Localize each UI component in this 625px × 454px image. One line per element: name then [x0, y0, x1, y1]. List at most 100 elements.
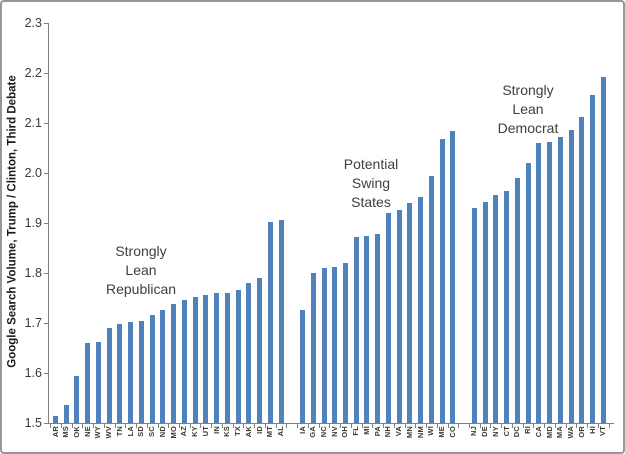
x-axis-label-ND: ND [157, 426, 167, 438]
y-axis-tick [44, 272, 48, 274]
bar-SC [149, 315, 155, 424]
annotation-line: Republican [105, 281, 177, 297]
y-axis-tick [44, 222, 48, 224]
x-axis-label-KY: KY [190, 426, 200, 437]
x-axis-label-IN: IN [211, 426, 221, 434]
y-axis-tick [44, 422, 48, 424]
x-axis-tick [372, 423, 374, 428]
bar-MD [547, 141, 553, 424]
x-axis-tick [554, 423, 556, 428]
x-axis-tick [415, 423, 417, 428]
x-axis-tick [50, 423, 52, 428]
x-axis-label-SC: SC [147, 426, 157, 437]
bar-KY [192, 296, 198, 424]
x-axis-label-NY: NY [490, 426, 500, 437]
annotation-line: Swing [351, 175, 391, 191]
bar-SD [138, 320, 144, 424]
bar-IN [214, 293, 220, 424]
x-axis-label-OH: OH [340, 426, 350, 438]
bar-MT [267, 222, 273, 424]
annotation-line: Lean [125, 262, 157, 278]
x-axis-tick [608, 423, 610, 428]
group-annotation-2: Strongly Lean Democrat [498, 81, 559, 138]
bar-NV [332, 267, 338, 424]
annotation-line: Lean [512, 101, 544, 117]
y-axis-line [48, 23, 49, 424]
bar-RI [525, 162, 531, 424]
bar-NY [493, 194, 499, 424]
x-axis-label-MD: MD [544, 426, 554, 439]
x-axis-tick [103, 423, 105, 428]
x-axis-label-KS: KS [222, 426, 232, 437]
x-axis-tick [350, 423, 352, 428]
x-axis-tick [71, 423, 73, 428]
bar-NH [385, 212, 391, 424]
bar-AL [278, 220, 284, 424]
x-axis-label-MA: MA [555, 426, 565, 439]
x-axis-tick [522, 423, 524, 428]
x-axis-label-NE: NE [82, 426, 92, 437]
x-axis-tick [533, 423, 535, 428]
x-axis-label-WV: WV [104, 426, 114, 439]
x-axis-tick [82, 423, 84, 428]
x-axis-label-NV: NV [329, 426, 339, 437]
x-axis-tick [447, 423, 449, 428]
y-axis-tick [44, 322, 48, 324]
x-axis-tick [60, 423, 62, 428]
bar-WI [428, 175, 434, 424]
x-axis-tick [211, 423, 213, 428]
annotation-line: Potential [343, 156, 399, 172]
bar-WY [95, 341, 101, 424]
bar-GA [310, 272, 316, 424]
x-axis-tick [597, 423, 599, 428]
x-axis-tick [565, 423, 567, 428]
y-axis-tick-label: 2.0 [24, 166, 42, 181]
x-axis-tick [146, 423, 148, 428]
x-axis-tick [576, 423, 578, 428]
x-axis-label-RI: RI [523, 426, 533, 434]
bar-DE [482, 201, 488, 424]
x-axis-label-SD: SD [136, 426, 146, 437]
x-axis-tick [179, 423, 180, 428]
x-axis-tick [157, 423, 159, 428]
x-axis-label-NJ: NJ [469, 426, 479, 436]
y-axis-tick-label: 2.3 [24, 16, 42, 31]
x-axis-tick [125, 423, 127, 428]
x-axis-tick [275, 423, 277, 428]
y-axis-tick [44, 372, 48, 374]
bar-CA [536, 143, 542, 424]
x-axis-label-DC: DC [512, 426, 522, 438]
bar-WA [568, 129, 574, 424]
annotation-line: Strongly [115, 243, 167, 259]
annotation-line: Democrat [497, 120, 559, 136]
x-axis-tick [383, 423, 385, 428]
bar-MN [407, 203, 413, 424]
x-axis-tick [221, 423, 223, 428]
bar-ME [439, 138, 445, 424]
bar-TX [235, 289, 241, 424]
x-axis-tick [136, 423, 138, 428]
x-axis-label-CO: CO [447, 426, 457, 438]
bar-AR [53, 415, 58, 424]
y-axis-tick-label: 1.6 [24, 366, 42, 381]
y-axis-tick [44, 22, 48, 24]
x-axis-tick [254, 423, 256, 428]
x-axis-tick [200, 423, 202, 428]
bar-WV [106, 327, 112, 424]
bar-UT [203, 294, 209, 424]
x-axis-label-MI: MI [361, 426, 371, 435]
bar-ND [160, 309, 166, 424]
x-axis-tick [93, 423, 95, 428]
x-axis-line [48, 423, 614, 424]
bar-MS [63, 404, 69, 424]
bar-MA [557, 137, 563, 424]
x-axis-label-NM: NM [415, 426, 425, 439]
x-axis-tick [189, 423, 191, 428]
x-axis-tick [307, 423, 309, 428]
x-axis-tick [243, 423, 245, 428]
bar-FL [353, 236, 359, 424]
x-axis-tick [340, 423, 342, 428]
x-axis-label-TN: TN [114, 426, 124, 437]
bar-DC [514, 178, 520, 424]
